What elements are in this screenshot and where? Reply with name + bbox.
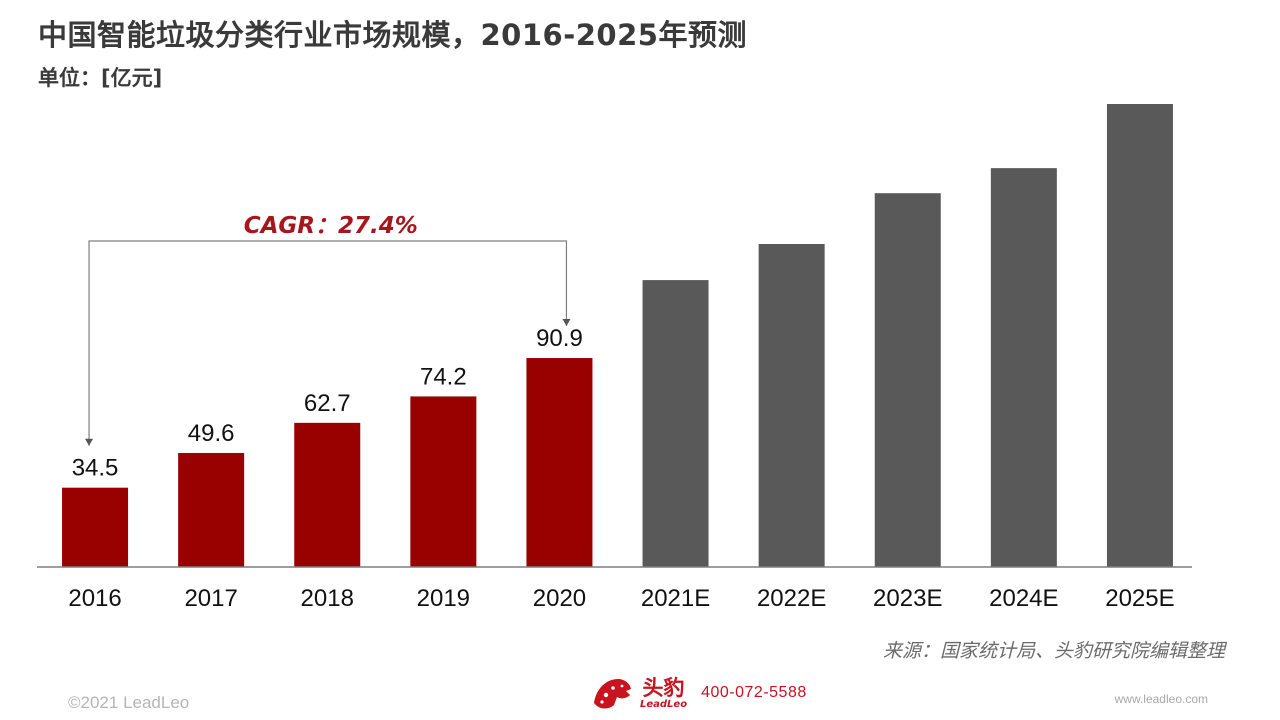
bar-2021E xyxy=(642,280,709,567)
brand-block: 头豹 LeadLeo 400-072-5588 xyxy=(590,672,807,714)
x-tick-2018: 2018 xyxy=(301,585,354,612)
phone-number: 400-072-5588 xyxy=(701,684,807,701)
x-tick-2019: 2019 xyxy=(417,585,470,612)
x-tick-2022E: 2022E xyxy=(757,585,826,612)
bar-2016 xyxy=(62,487,129,567)
brand-name-cn: 头豹 xyxy=(642,675,685,700)
unit-label: 单位：[亿元] xyxy=(38,66,163,90)
bar-2025E xyxy=(1106,104,1173,567)
x-tick-2016: 2016 xyxy=(68,585,121,612)
bar-2018 xyxy=(294,422,361,567)
x-tick-2020: 2020 xyxy=(533,585,586,612)
data-label-2018: 62.7 xyxy=(304,390,351,417)
data-label-2019: 74.2 xyxy=(420,363,467,390)
bar-2023E xyxy=(874,193,941,567)
x-tick-2021E: 2021E xyxy=(641,585,710,612)
cagr-label: CAGR：27.4% xyxy=(244,213,418,239)
bar-2020 xyxy=(526,358,593,567)
labels-layer: 34.5 2016 49.6 2017 62.7 2018 74.2 2019 90.9 2020… xyxy=(68,325,1174,612)
copyright: ©2021 LeadLeo xyxy=(68,693,190,712)
chart-title: 中国智能垃圾分类行业市场规模，2016-2025年预测 xyxy=(38,18,747,52)
source-note: 来源：国家统计局、头豹研究院编辑整理 xyxy=(882,640,1225,662)
bar-2019 xyxy=(410,396,477,567)
bar-2022E xyxy=(758,244,825,567)
bar-2024E xyxy=(990,168,1057,567)
data-label-2020: 90.9 xyxy=(536,325,583,352)
brand-name: 头豹 LeadLeo xyxy=(640,677,687,710)
x-tick-2023E: 2023E xyxy=(873,585,942,612)
bars-layer xyxy=(62,104,1173,567)
website-url: www.leadleo.com xyxy=(1114,692,1208,706)
cagr-bracket-line xyxy=(88,240,568,446)
bar-2017 xyxy=(178,452,245,567)
data-label-2017: 49.6 xyxy=(188,420,235,447)
x-tick-2017: 2017 xyxy=(184,585,237,612)
cagr-arrow-end xyxy=(562,319,571,327)
x-tick-2025E: 2025E xyxy=(1105,585,1174,612)
x-tick-2024E: 2024E xyxy=(989,585,1058,612)
cagr-annotation: CAGR：27.4% xyxy=(85,213,571,446)
brand-name-en: LeadLeo xyxy=(640,698,688,710)
cagr-arrow-start xyxy=(85,438,94,446)
data-label-2016: 34.5 xyxy=(72,455,119,482)
leopard-logo-icon xyxy=(594,679,631,709)
